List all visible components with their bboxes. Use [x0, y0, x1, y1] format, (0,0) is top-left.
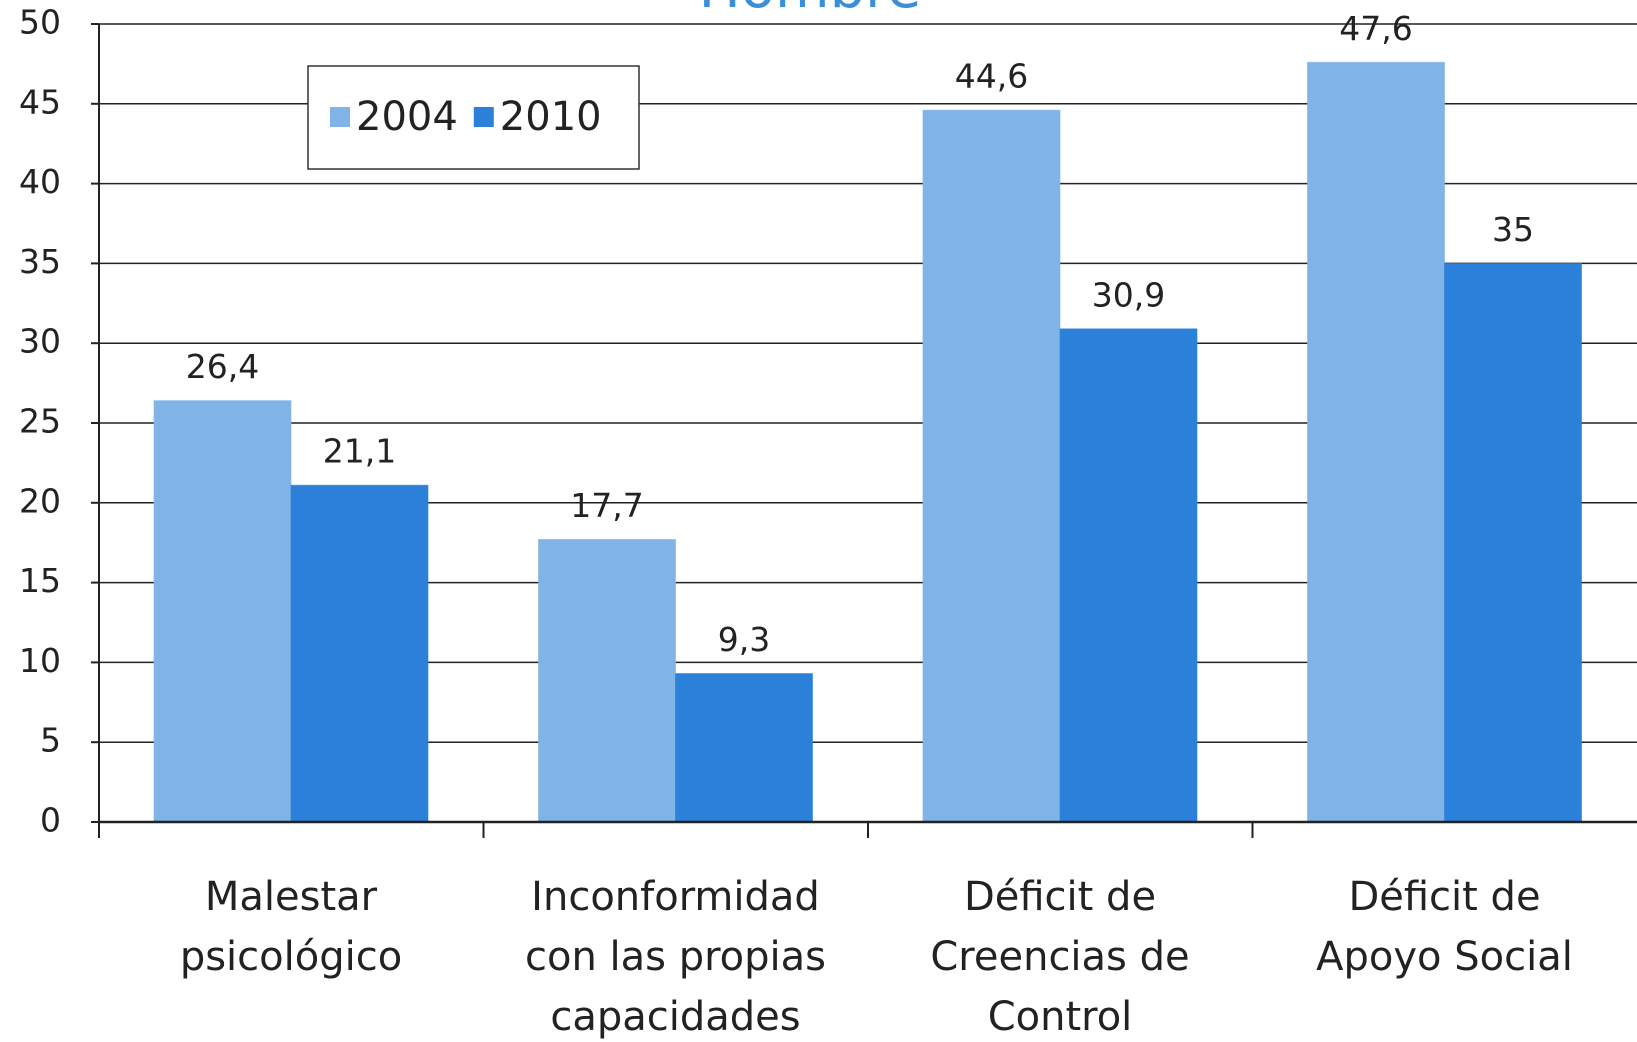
y-tick-label: 20	[19, 481, 61, 520]
x-tick-label: Inconformidad	[531, 874, 820, 920]
y-tick-label: 30	[19, 322, 61, 361]
x-tick-label: con las propias	[525, 934, 826, 980]
bar	[922, 109, 1061, 823]
bar	[1444, 262, 1582, 823]
value-label: 9,3	[718, 620, 770, 659]
x-tick-label: Creencias de	[930, 934, 1189, 980]
y-tick-label: 0	[40, 801, 61, 840]
bar	[290, 484, 429, 823]
x-tick-label: Apoyo Social	[1316, 934, 1573, 980]
value-label: 26,4	[186, 347, 259, 386]
value-label: 47,6	[1339, 9, 1412, 48]
legend-box	[307, 65, 640, 170]
y-tick-label: 5	[40, 721, 61, 760]
bar	[153, 400, 292, 823]
value-label: 30,9	[1092, 275, 1165, 314]
y-tick-label: 25	[19, 402, 61, 441]
chart-title: Hombre	[699, 0, 922, 21]
y-tick-label: 10	[19, 641, 61, 680]
x-tick-label: psicológico	[180, 934, 402, 980]
x-tick-label: Déficit de	[964, 874, 1156, 920]
legend-swatch	[330, 107, 350, 127]
x-tick-label: Control	[988, 994, 1133, 1040]
value-label: 21,1	[323, 432, 396, 471]
bar	[1059, 328, 1198, 823]
legend-label: 2010	[500, 94, 602, 140]
y-tick-label: 40	[19, 162, 61, 201]
legend-swatch	[473, 107, 494, 127]
y-tick-label: 35	[19, 242, 61, 281]
value-label: 44,6	[955, 57, 1028, 96]
y-tick-label: 50	[19, 3, 61, 42]
bar	[1307, 61, 1445, 823]
x-tick-label: Déficit de	[1348, 874, 1540, 920]
value-label: 35	[1492, 210, 1534, 249]
bar	[675, 673, 813, 823]
bar	[538, 539, 676, 823]
y-tick-label: 15	[19, 561, 61, 600]
value-label: 17,7	[570, 486, 643, 525]
legend-label: 2004	[356, 94, 458, 140]
x-tick-label: capacidades	[550, 994, 800, 1040]
x-tick-label: Malestar	[205, 874, 378, 920]
y-tick-label: 45	[19, 82, 61, 121]
